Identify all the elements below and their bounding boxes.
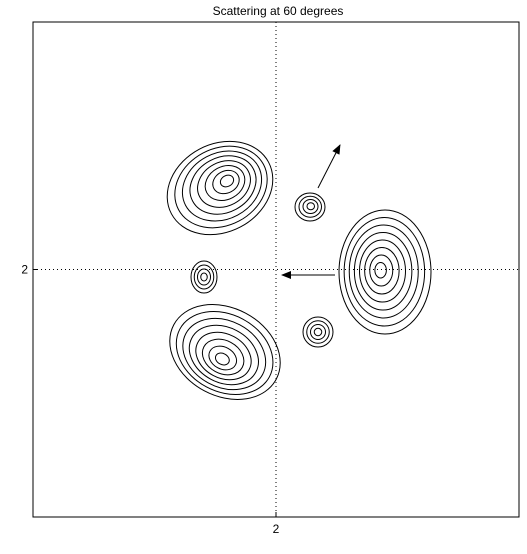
contour-line <box>359 239 406 303</box>
contour-line <box>306 320 330 344</box>
contour-line <box>197 160 251 208</box>
contour-line <box>302 316 334 348</box>
contour-line <box>166 140 274 236</box>
contour-line <box>212 169 240 195</box>
contour-line <box>197 268 211 286</box>
contour-line <box>188 324 259 386</box>
contour-line <box>189 155 257 215</box>
contour-line <box>302 199 319 214</box>
contour-line <box>306 202 315 211</box>
contour-line <box>310 324 326 340</box>
contour-line <box>182 317 267 391</box>
contours <box>166 140 432 400</box>
contour-line <box>175 310 274 396</box>
contour-line <box>219 174 235 188</box>
contour-line <box>353 232 413 311</box>
contour-line <box>174 145 268 229</box>
arrow <box>317 144 341 189</box>
contour-line <box>364 247 400 295</box>
contour-line <box>294 192 326 222</box>
x-tick-label: 2 <box>273 522 280 536</box>
contour-line <box>169 304 281 400</box>
contour-line <box>195 331 252 381</box>
contour-line <box>181 150 263 222</box>
contour-line <box>200 272 208 282</box>
contour-line <box>374 262 387 279</box>
contour-line <box>343 217 426 327</box>
contour-line <box>204 165 246 201</box>
contour-line <box>338 209 432 335</box>
contour-line <box>348 224 419 319</box>
contour-line <box>193 264 215 290</box>
contour-line <box>214 352 230 366</box>
contour-line <box>201 338 245 376</box>
chart-title: Scattering at 60 degrees <box>213 4 344 18</box>
contour-line <box>313 327 323 337</box>
contour-line <box>369 254 394 287</box>
contour-line <box>208 345 238 371</box>
y-tick-label: 2 <box>21 263 28 277</box>
contour-line <box>190 260 218 294</box>
contour-line <box>298 195 322 218</box>
